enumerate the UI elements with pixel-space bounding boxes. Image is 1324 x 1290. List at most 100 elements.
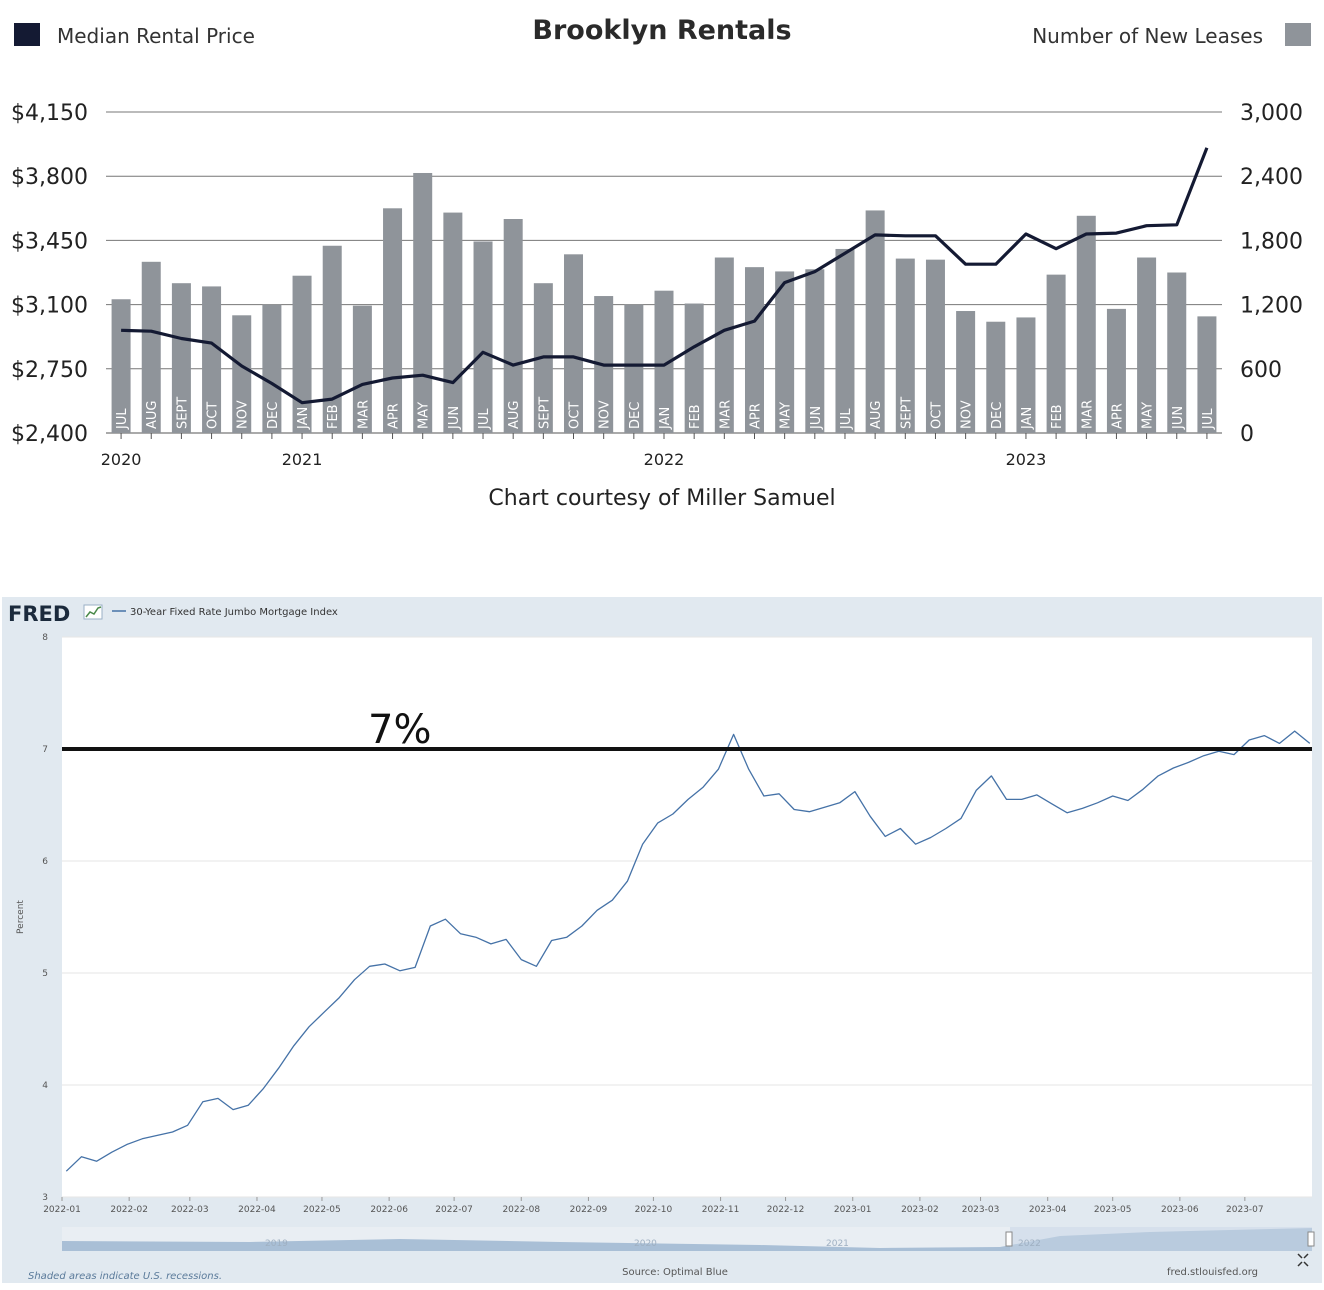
x-tick-label: 2023-01 xyxy=(834,1205,872,1215)
month-label: MAR xyxy=(1080,400,1095,429)
median-price-line xyxy=(121,147,1209,405)
month-label: SEPT xyxy=(899,397,914,429)
recession-note: Shaded areas indicate U.S. recessions. xyxy=(28,1271,222,1282)
right-axis-tick-label: 3,000 xyxy=(1240,101,1303,126)
right-axis-tick-label: 600 xyxy=(1240,358,1282,383)
range-handle-right[interactable] xyxy=(1307,1231,1315,1247)
bar xyxy=(744,267,764,433)
series-legend-label[interactable]: 30-Year Fixed Rate Jumbo Mortgage Index xyxy=(130,607,338,618)
fred-logo[interactable]: FRED xyxy=(8,602,70,626)
x-tick-label: 2023-05 xyxy=(1094,1205,1132,1215)
bar xyxy=(986,321,1006,433)
bar xyxy=(1046,274,1066,433)
bar xyxy=(322,245,342,433)
x-tick-label: 2022-09 xyxy=(570,1205,608,1215)
month-label: MAR xyxy=(718,400,733,429)
left-axis-ticks: $2,400 $2,750 $3,100 $3,450 $3,800 $4,150 xyxy=(11,101,88,447)
month-label: NOV xyxy=(960,400,975,429)
left-axis-tick-label: $3,800 xyxy=(11,165,88,190)
bar xyxy=(1197,316,1217,433)
x-tick-label: 2022-03 xyxy=(171,1205,209,1215)
left-axis-tick-label: $3,100 xyxy=(11,294,88,319)
right-axis-tick-label: 2,400 xyxy=(1240,165,1303,190)
chart-credit: Chart courtesy of Miller Samuel xyxy=(488,486,835,511)
month-label: MAY xyxy=(1141,402,1156,429)
right-axis-ticks: 0 600 1,200 1,800 2,400 3,000 xyxy=(1240,101,1303,447)
y-tick-label: 4 xyxy=(42,1081,48,1091)
range-year-label: 2022 xyxy=(1018,1239,1041,1249)
seven-percent-annotation: 7% xyxy=(368,707,431,753)
month-label: AUG xyxy=(145,401,160,429)
bar xyxy=(352,305,372,433)
bar xyxy=(171,283,191,433)
month-label: DEC xyxy=(266,402,281,429)
y-tick-label: 7 xyxy=(42,745,48,755)
bar xyxy=(413,172,433,434)
range-handle-left[interactable] xyxy=(1005,1231,1013,1247)
y-tick-label: 5 xyxy=(42,969,48,979)
x-tick-label: 2023-02 xyxy=(901,1205,939,1215)
y-axis-ticks: 3 4 5 6 7 8 xyxy=(42,633,48,1203)
bar xyxy=(865,210,885,433)
month-label: DEC xyxy=(628,402,643,429)
brooklyn-rentals-chart: Median Rental Price Brooklyn Rentals Num… xyxy=(11,15,1311,511)
month-label: APR xyxy=(748,403,763,429)
month-label: MAY xyxy=(417,402,432,429)
month-label: SEPT xyxy=(175,397,190,429)
bar xyxy=(624,304,644,433)
year-label: 2020 xyxy=(101,450,142,469)
bar xyxy=(141,261,161,433)
x-tick-label: 2023-07 xyxy=(1226,1205,1264,1215)
fred-url[interactable]: fred.stlouisfed.org xyxy=(1167,1267,1258,1278)
bar xyxy=(1076,215,1096,433)
bar xyxy=(775,271,795,433)
bar xyxy=(654,290,674,433)
bar xyxy=(895,258,915,433)
bar xyxy=(383,208,403,433)
month-label: OCT xyxy=(568,402,583,429)
fullscreen-icon[interactable] xyxy=(1297,1253,1309,1267)
month-label: OCT xyxy=(206,402,221,429)
lease-bars xyxy=(111,172,1217,434)
plot-area xyxy=(62,637,1312,1197)
x-tick-label: 2022-02 xyxy=(110,1205,148,1215)
bar xyxy=(1167,272,1187,433)
x-tick-label: 2022-12 xyxy=(767,1205,805,1215)
month-label: AUG xyxy=(869,401,884,429)
right-axis-tick-label: 0 xyxy=(1240,422,1254,447)
month-label: APR xyxy=(387,403,402,429)
month-label: JUN xyxy=(1171,406,1186,430)
month-label: NOV xyxy=(236,400,251,429)
left-axis-tick-label: $3,450 xyxy=(11,229,88,254)
x-tick-label: 2022-05 xyxy=(303,1205,341,1215)
month-labels: JUL AUG SEPT OCT NOV DEC JAN FEB MAR APR MAY JUN JUL… xyxy=(115,397,1216,439)
range-slider[interactable]: 2019 2020 2021 2022 xyxy=(62,1227,1315,1251)
month-label: JAN xyxy=(658,407,673,430)
bar xyxy=(564,254,584,433)
bar xyxy=(292,275,312,433)
bar xyxy=(232,315,252,433)
bar xyxy=(1016,317,1036,433)
bar xyxy=(805,269,825,433)
x-tick-label: 2022-10 xyxy=(635,1205,673,1215)
month-label: APR xyxy=(1110,403,1125,429)
bar xyxy=(473,241,493,433)
bar xyxy=(111,299,131,433)
range-selection[interactable] xyxy=(1010,1227,1312,1251)
month-label: JUL xyxy=(1201,408,1216,430)
bar xyxy=(956,311,976,433)
year-label: 2023 xyxy=(1006,450,1047,469)
y-tick-label: 8 xyxy=(42,633,48,643)
x-tick-label: 2022-01 xyxy=(43,1205,81,1215)
chart-title: Brooklyn Rentals xyxy=(532,15,791,46)
x-tick-label: 2022-08 xyxy=(502,1205,540,1215)
mortgage-rate-line xyxy=(65,730,1311,1172)
month-label: NOV xyxy=(598,400,613,429)
legend-label-number-of-new-leases: Number of New Leases xyxy=(1032,24,1263,48)
legend-swatch-median-rental-price xyxy=(14,23,40,46)
month-label: MAR xyxy=(356,400,371,429)
year-labels: 2020 2021 2022 2023 xyxy=(101,450,1047,469)
month-label: JAN xyxy=(296,407,311,430)
bar xyxy=(262,304,282,433)
month-label: FEB xyxy=(688,404,703,429)
